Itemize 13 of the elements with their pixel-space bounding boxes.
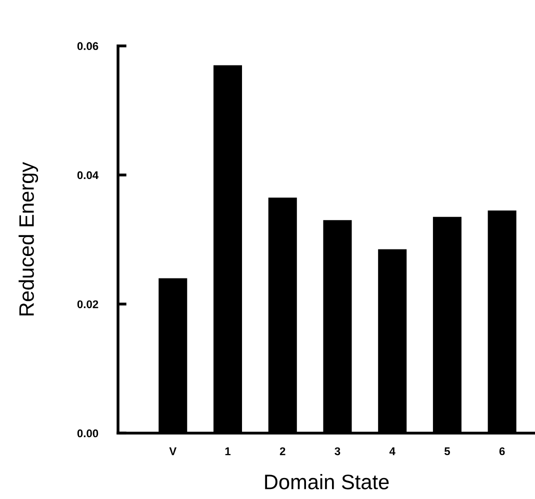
x-tick-label: 3 <box>334 447 340 456</box>
x-tick-label: 1 <box>225 447 231 456</box>
y-tick-label: 0.02 <box>77 300 98 308</box>
y-tick-label: 0.04 <box>77 171 99 180</box>
y-tick-label: 0.06 <box>77 42 98 50</box>
x-tick-label: V <box>169 447 177 456</box>
x-tick-label: 5 <box>444 447 450 456</box>
y-tick-label: 0.00 <box>77 429 98 438</box>
y-axis-title: Reduced Energy <box>18 162 38 316</box>
x-tick-label: 6 <box>499 447 505 456</box>
x-tick-label: 2 <box>280 447 286 456</box>
x-tick-label: 4 <box>389 447 396 456</box>
x-axis-title: Domain State <box>265 474 389 490</box>
